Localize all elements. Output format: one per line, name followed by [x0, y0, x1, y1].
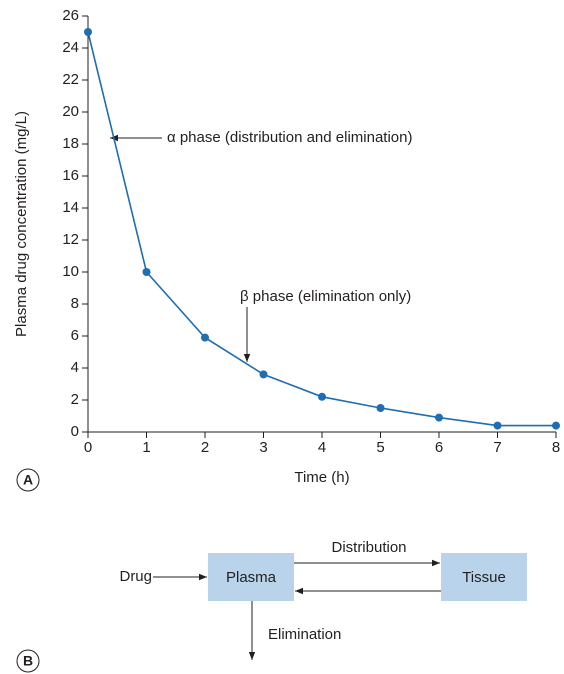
- y-tick-label: 20: [62, 103, 79, 120]
- x-tick-label: 0: [84, 439, 92, 456]
- y-tick-label: 10: [62, 263, 79, 280]
- x-axis-label: Time (h): [294, 469, 349, 486]
- edge-label: Elimination: [268, 626, 341, 643]
- x-tick-label: 2: [201, 439, 209, 456]
- line: [87, 31, 556, 427]
- y-tick-label: 24: [62, 39, 79, 56]
- point: [318, 392, 326, 401]
- x-tick-label: 3: [259, 439, 267, 456]
- annotation: α phase (distribution and elimination): [167, 129, 412, 146]
- y-tick-label: 6: [71, 327, 79, 344]
- x-tick-label: 5: [376, 439, 384, 456]
- tissue-box: [441, 553, 527, 601]
- node-label: Drug: [119, 568, 152, 585]
- y-tick-label: 16: [62, 167, 79, 184]
- point: [552, 421, 560, 430]
- x-tick-label: 1: [142, 439, 150, 456]
- point: [376, 404, 385, 412]
- point: [84, 28, 92, 36]
- y-tick-label: 26: [62, 7, 79, 24]
- y-tick-label: 22: [62, 71, 79, 88]
- y-tick-label: 4: [71, 359, 79, 376]
- x-tick-label: 8: [552, 439, 560, 456]
- point: [259, 370, 268, 379]
- point: [493, 421, 502, 430]
- edge-label: Distribution: [331, 539, 406, 556]
- panel-badge: [16, 649, 40, 673]
- y-tick-label: 14: [62, 199, 79, 216]
- y-axis-label: Plasma drug concentration (mg/L): [13, 111, 30, 337]
- x-tick-label: 7: [493, 439, 501, 456]
- x-tick-label: 4: [318, 439, 326, 456]
- point: [201, 333, 209, 342]
- panel-badge: [16, 468, 40, 492]
- panel-label: A: [23, 472, 33, 488]
- y-tick-label: 18: [62, 135, 79, 152]
- y-tick-label: 0: [71, 423, 79, 440]
- y-tick-label: 2: [71, 391, 79, 408]
- node-label: Tissue: [462, 569, 506, 586]
- point: [142, 268, 151, 276]
- y-tick-label: 12: [62, 231, 79, 248]
- x-tick-label: 6: [435, 439, 443, 456]
- point: [435, 413, 443, 422]
- panel-label: B: [23, 653, 33, 669]
- node-label: Plasma: [226, 569, 277, 586]
- diagram: Plasma Tissue Drug Distribution Eliminat…: [16, 539, 527, 673]
- y-tick-label: 8: [71, 295, 79, 312]
- plasma-box: [208, 553, 294, 601]
- annotation: β phase (elimination only): [240, 288, 411, 305]
